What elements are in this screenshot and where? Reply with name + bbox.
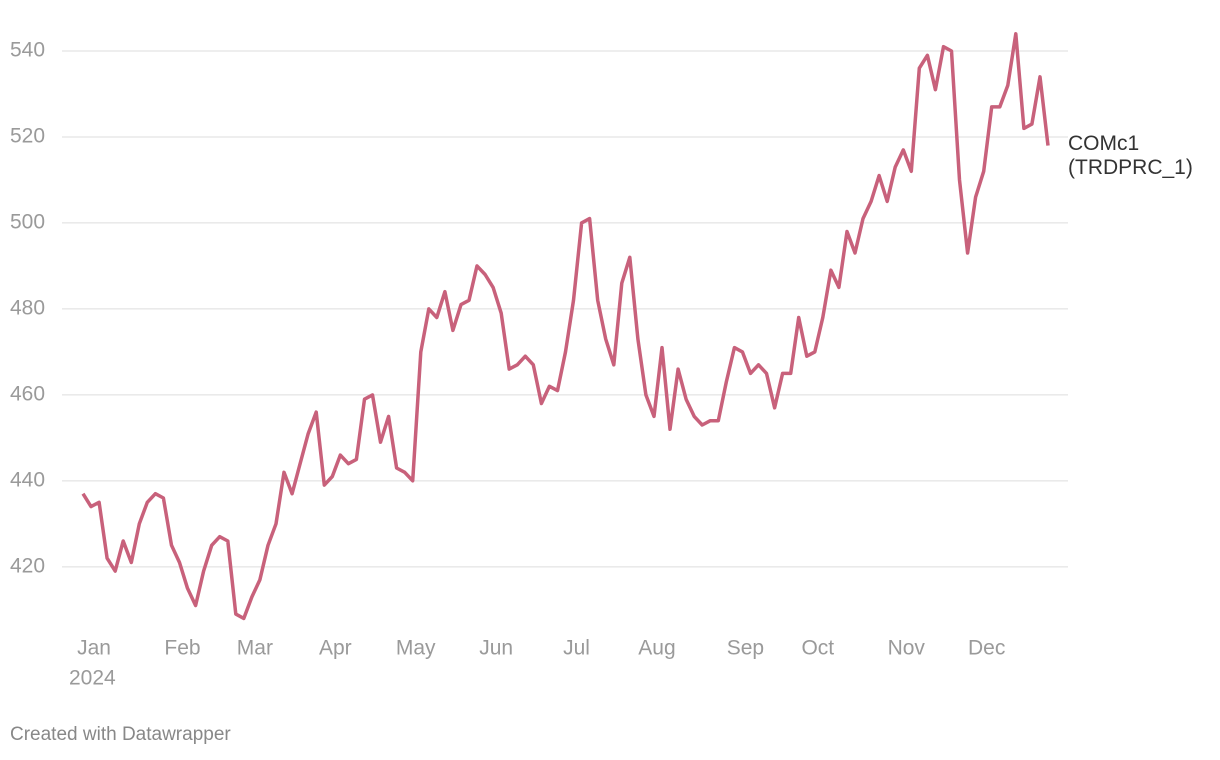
x-tick-label: Mar <box>237 637 273 660</box>
year-label: 2024 <box>69 667 116 690</box>
x-tick-label: Nov <box>888 637 926 660</box>
line <box>81 32 1050 621</box>
y-tick-label: 460 <box>10 382 45 405</box>
y-tick-label: 480 <box>10 296 45 319</box>
y-tick-label: 540 <box>10 39 45 62</box>
x-tick-label: Jun <box>479 637 513 660</box>
x-tick-label: Sep <box>727 637 764 660</box>
chart: 2024 420 440 460 480 500 520 540 Jan Feb Mar Apr Ma… <box>10 32 1068 690</box>
x-tick-label: Aug <box>638 637 675 660</box>
footer: Created with Datawrapper <box>10 724 231 745</box>
y-tick-label: 500 <box>10 210 45 233</box>
y-tick-label: 520 <box>10 125 45 148</box>
x-tick-label: Jan <box>77 637 111 660</box>
series-label: COMc1 (TRDPRC_1) <box>1068 132 1193 179</box>
x-tick-label: Feb <box>164 637 200 660</box>
x-tick-label: Apr <box>319 637 352 660</box>
x-tick-label: Oct <box>801 637 834 660</box>
y-tick-label: 440 <box>10 468 45 491</box>
x-tick-label: Jul <box>563 637 590 660</box>
x-tick-label: Dec <box>968 637 1005 660</box>
y-tick-label: 420 <box>10 554 45 577</box>
x-tick-label: May <box>396 637 436 660</box>
